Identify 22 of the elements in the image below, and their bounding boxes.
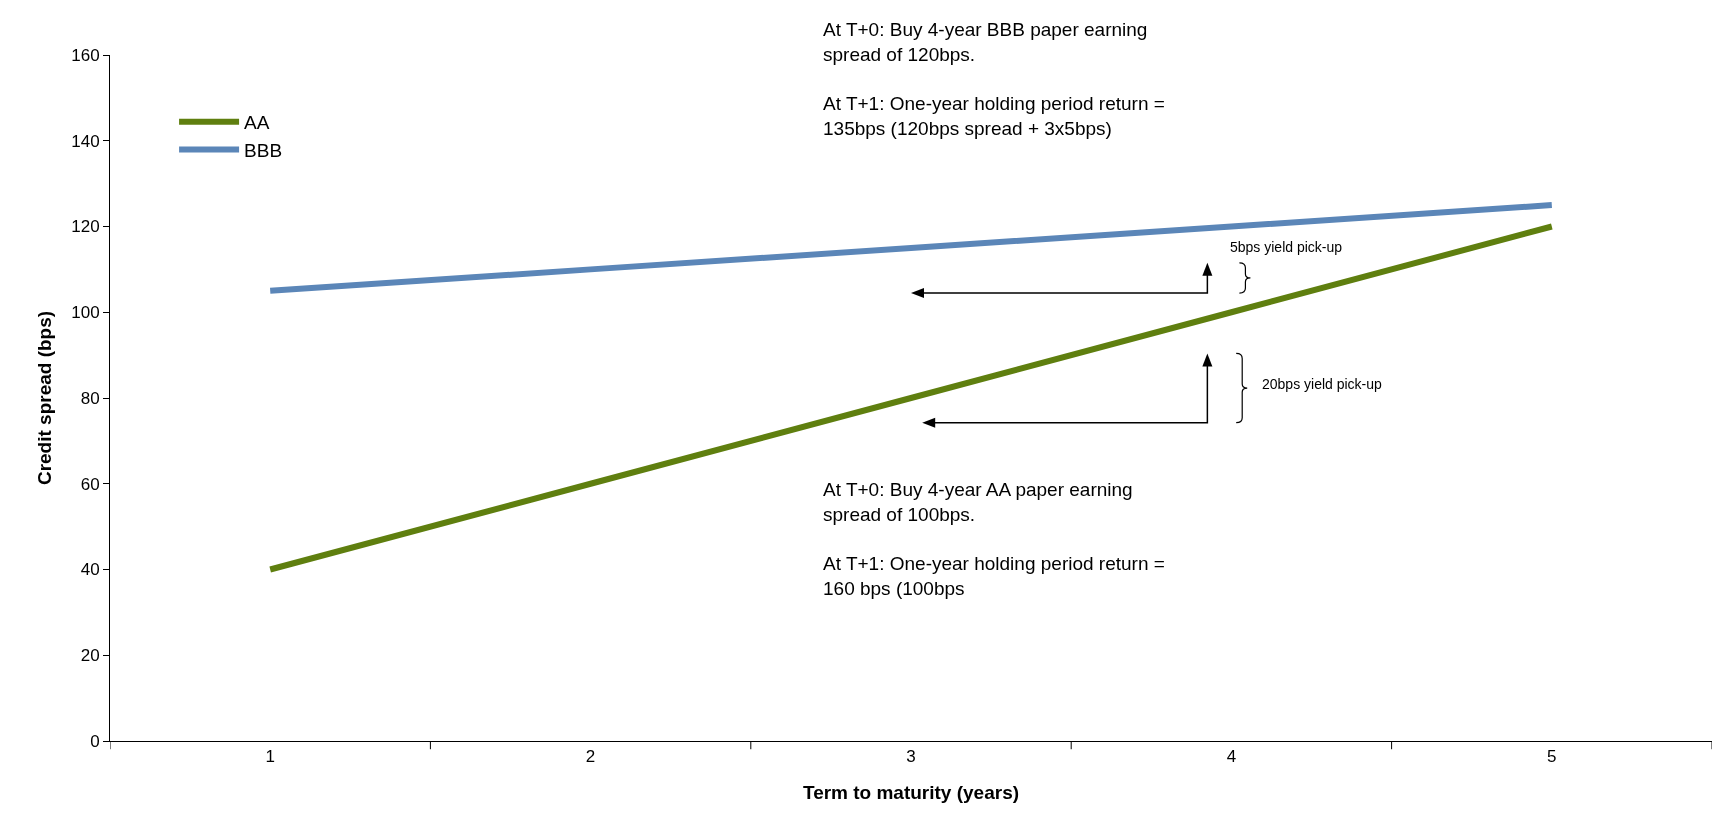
y-tick-label: 140 [71,131,100,151]
annotation: 20bps yield pick-up [1262,376,1383,392]
text: At T+0: Buy 4-year AA paper earning spread of 100bps. At T+1: One-year holding period return = 160 bps (100bps [823,479,1165,599]
x-tick-label: 3 [906,747,916,767]
y-tick-label: 20 [80,646,100,666]
x-axis-title: Term to maturity (years) [802,782,1020,804]
y-tick-label: 60 [80,474,100,494]
y-tick-label: 0 [90,731,100,751]
y-tick-label: 80 [80,388,100,408]
x-tick-label: 4 [1226,747,1237,767]
y-tick-label: 100 [71,303,100,323]
y-axis-title: Credit spread (bps) [34,310,56,486]
x-tick-label: 2 [585,747,596,767]
legend-label: BBB [244,139,283,161]
y-tick-label: 40 [80,560,100,580]
x-tick-label: 5 [1547,747,1557,767]
y-tick-label: 160 [71,45,100,65]
annotation: 5bps yield pick-up [1230,239,1343,255]
legend-label: AA [244,112,270,134]
y-tick-label: 120 [71,217,100,237]
text: At T+0: Buy 4-year BBB paper earning spread of 120bps. At T+1: One-year holding period return = 135bps (120bps spread + 3x5bps) [823,19,1165,139]
x-tick-label: 1 [265,747,275,767]
